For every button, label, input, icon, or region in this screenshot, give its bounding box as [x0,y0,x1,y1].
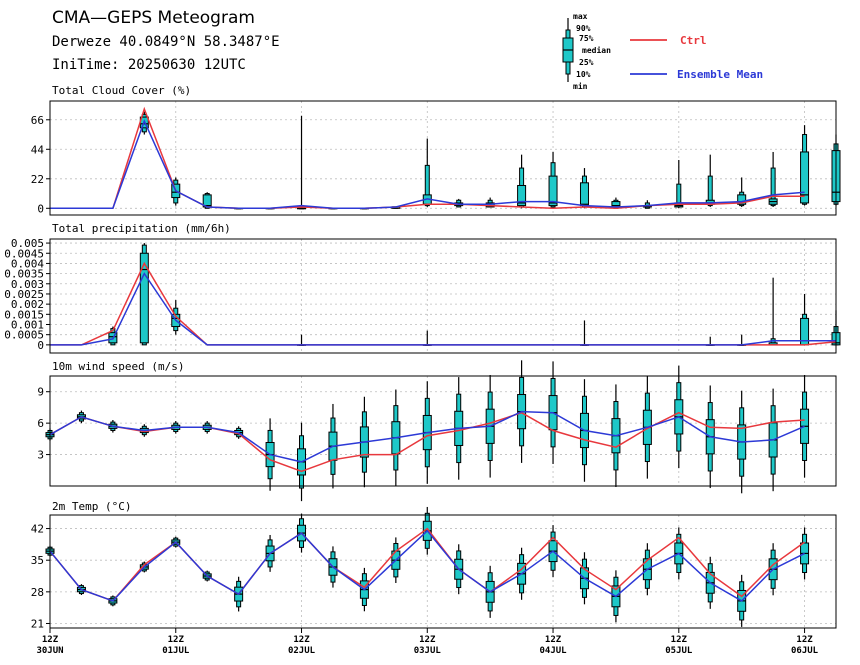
y-tick-label: 0.005 [11,237,44,250]
ctrl-series-line [50,261,837,346]
x-tick-hour: 12Z [42,635,59,645]
panel-frame [49,375,837,487]
panel-0: Total Cloud Cover (%) 0 22 44 66 [31,84,841,216]
x-tick-hour: 12Z [671,635,688,645]
y-tick-label: 9 [37,386,44,399]
x-tick-date: 04JUL [539,646,567,656]
quartile-box [548,175,558,207]
x-tick-date: 30JUN [36,646,63,656]
x-axis: 12Z30JUN12Z01JUL12Z02JUL12Z03JUL12Z04JUL… [36,628,819,656]
ensemble-box [674,160,684,209]
y-tick-label: 0 [37,202,44,215]
y-tick-label: 66 [31,114,44,127]
legend-box-label: 10% [576,70,591,79]
x-tick-hour: 12Z [293,635,310,645]
init-time-label: IniTime: 20250630 12UTC [52,57,246,73]
legend-ctrl-label: Ctrl [680,34,707,47]
ensemble-box [705,154,715,207]
y-tick-label: 0.003 [11,278,44,291]
panel-frame [49,514,837,629]
ensemble-box [579,168,589,209]
x-tick-date: 01JUL [162,646,190,656]
panel-title: 2m Temp (°C) [52,500,131,513]
x-tick-hour: 12Z [419,635,436,645]
ensemble-box [800,293,810,346]
ensemble-box [517,154,527,209]
y-tick-label: 44 [31,143,45,156]
panel-3: 2m Temp (°C) 21 28 35 42 [31,500,837,630]
panel-title: 10m wind speed (m/s) [52,360,184,373]
y-tick-label: 22 [31,173,44,186]
y-tick-label: 0.0045 [4,247,44,260]
decile-box [770,167,776,207]
quartile-box [800,151,810,204]
ensemble-box [737,334,747,346]
legend-box-label: 75% [579,34,594,43]
ensemble-box [422,330,432,346]
panel-2: 10m wind speed (m/s) 3 6 9 [37,360,837,502]
quartile-box [737,194,747,205]
legend-box-label: 90% [576,24,591,33]
legend-box-label: min [573,81,588,91]
x-tick-hour: 12Z [168,635,185,645]
legend-box-label: median [582,45,611,55]
y-tick-label: 0.0005 [4,329,44,342]
y-tick-label: 0.001 [11,319,44,332]
x-tick-date: 05JUL [665,646,693,656]
quartile-box [139,252,149,344]
ensemble-box [548,151,558,209]
y-tick-label: 28 [31,586,44,599]
decile-box [707,175,713,207]
x-tick-hour: 12Z [796,635,813,645]
legend-mean-label: Ensemble Mean [677,68,763,81]
mean-series-line [49,529,805,602]
quartile-box [517,184,527,207]
panel-frame [49,100,837,216]
y-tick-label: 0.0015 [4,308,44,321]
ensemble-box [768,151,778,207]
y-tick-label: 0.0025 [4,288,44,301]
y-tick-label: 6 [37,417,44,430]
y-tick-label: 21 [31,617,44,630]
x-tick-hour: 12Z [545,635,562,645]
ensemble-box [297,115,307,210]
ensemble-box [800,125,810,206]
y-tick-label: 3 [37,449,44,462]
x-tick-date: 02JUL [288,646,316,656]
y-tick-label: 0.002 [11,298,44,311]
y-tick-label: 42 [31,523,44,536]
ensemble-box [454,198,464,208]
mean-series-line [50,272,836,346]
chart-title: CMA—GEPS Meteogram [52,8,255,28]
x-tick-date: 06JUL [791,646,819,656]
y-tick-label: 0.0035 [4,268,44,281]
legend-box-label: max [573,12,588,21]
mean-series-line [49,410,805,463]
y-tick-label: 0 [37,339,44,352]
ensemble-box [422,138,432,207]
ensemble-box [202,192,212,209]
location-label: Derweze 40.0849°N 58.3487°E [52,34,280,50]
panel-frame [49,238,837,354]
mean-series-line [50,119,805,210]
panel-title: Total precipitation (mm/6h) [52,222,231,235]
legend: max 90%75% median 25% 10% min Ctrl Ensemble Mea… [562,12,763,91]
y-tick-label: 35 [31,554,44,567]
ensemble-box [297,334,307,346]
panel-title: Total Cloud Cover (%) [52,84,191,97]
ensemble-box [139,243,149,346]
decile-box [424,164,430,207]
ensemble-box [705,336,715,346]
panels: Total Cloud Cover (%) 0 22 44 66 Total precip… [4,84,841,630]
header: CMA—GEPS Meteogram Derweze 40.0849°N 58.… [52,8,280,73]
legend-box-label: 25% [579,58,594,67]
panel-1: Total precipitation (mm/6h)00.00050.0010… [4,222,841,354]
quartile-box [579,182,589,207]
ensemble-box [642,200,652,209]
y-tick-label: 0.004 [11,257,44,270]
x-tick-date: 03JUL [414,646,442,656]
